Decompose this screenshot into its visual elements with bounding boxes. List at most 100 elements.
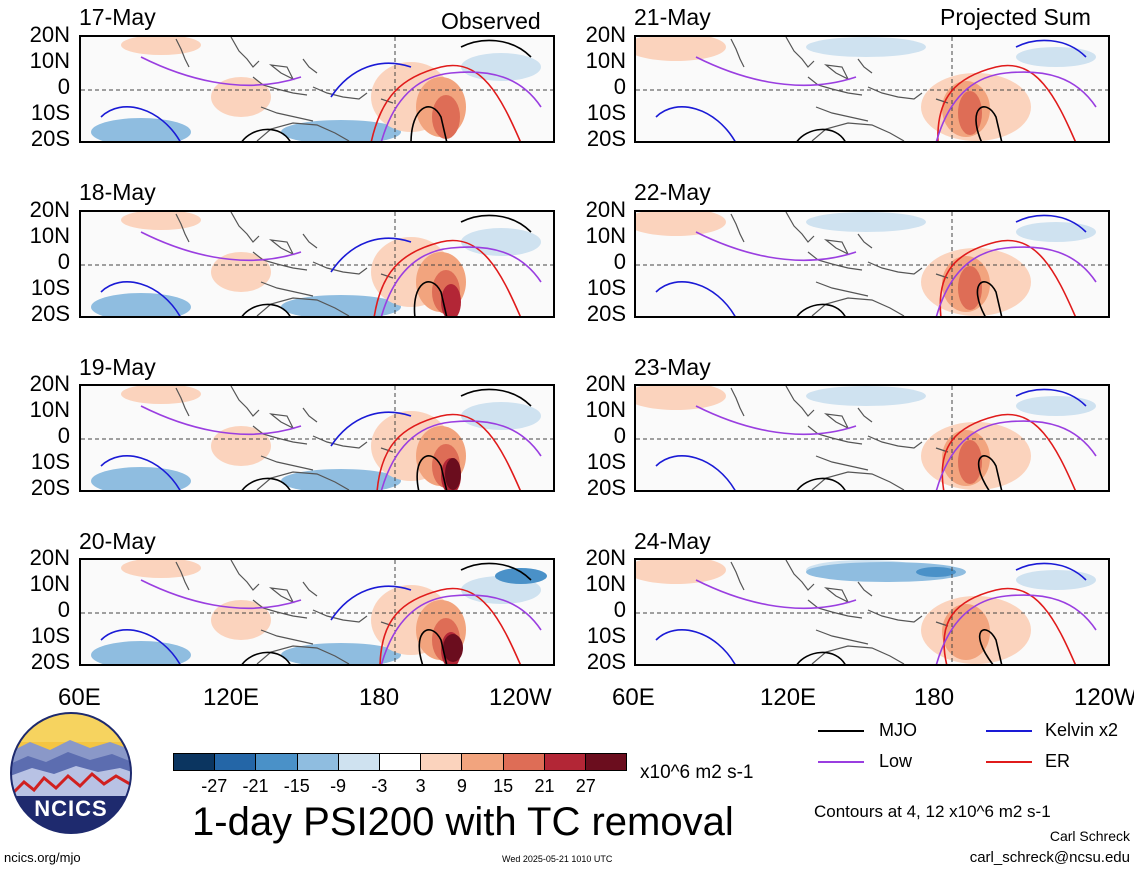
projected-map-panel bbox=[634, 210, 1110, 318]
lat-label: 20S bbox=[30, 301, 70, 326]
lon-label-180-left: 180 bbox=[359, 684, 400, 711]
lat-label: 20N bbox=[585, 197, 626, 222]
lon-label-120e-right: 120E bbox=[760, 684, 817, 711]
legend-kelvin-label: Kelvin x2 bbox=[1045, 720, 1119, 740]
logo-text: NCICS bbox=[34, 796, 108, 821]
ncics-logo: NCICS bbox=[10, 712, 132, 834]
lat-label: 20S bbox=[586, 649, 626, 674]
lon-label-60e-right: 60E bbox=[612, 684, 655, 711]
lat-label: 20S bbox=[30, 475, 70, 500]
legend-kelvin-line bbox=[986, 730, 1032, 732]
colorbar-swatch bbox=[461, 754, 503, 770]
lat-label: 10S bbox=[30, 449, 70, 474]
legend-low-label: Low bbox=[879, 751, 913, 771]
colorbar-tick-label: -15 bbox=[283, 776, 310, 796]
lat-label: 20S bbox=[586, 126, 626, 151]
site-link[interactable]: ncics.org/mjo bbox=[4, 850, 81, 865]
colorbar-swatch bbox=[584, 754, 627, 770]
map-canvas bbox=[81, 560, 553, 664]
projected-map-panel bbox=[634, 384, 1110, 492]
panel-date-right-2: 22-May bbox=[634, 179, 711, 205]
legend-low-line bbox=[818, 761, 864, 763]
panel-date-left-2: 18-May bbox=[79, 179, 156, 205]
projected-map-panel bbox=[634, 558, 1110, 666]
lat-label: 10S bbox=[30, 275, 70, 300]
legend-er-label: ER bbox=[1045, 751, 1071, 771]
map-canvas bbox=[81, 37, 553, 141]
colorbar-tick-label: -9 bbox=[330, 776, 347, 796]
author-name: Carl Schreck bbox=[1049, 828, 1130, 844]
lat-label: 0 bbox=[57, 74, 70, 99]
colorbar-tick-label: 27 bbox=[575, 776, 596, 796]
colorbar-units: x10^6 m2 s-1 bbox=[640, 762, 754, 783]
colorbar-tick-label: 15 bbox=[493, 776, 514, 796]
panel-date-left-4: 20-May bbox=[79, 528, 156, 554]
lat-label: 10S bbox=[586, 623, 626, 648]
observed-map-panel bbox=[79, 384, 555, 492]
colorbar-tick-label: 21 bbox=[534, 776, 555, 796]
lat-label: 0 bbox=[57, 597, 70, 622]
observed-map-panel bbox=[79, 35, 555, 143]
colorbar-swatch bbox=[378, 754, 421, 770]
lat-label: 0 bbox=[613, 249, 626, 274]
colorbar-swatch bbox=[543, 754, 585, 770]
lat-label: 20N bbox=[585, 22, 626, 47]
lat-label: 0 bbox=[57, 249, 70, 274]
legend-mjo-line bbox=[818, 730, 864, 732]
lat-label: 10N bbox=[29, 397, 70, 422]
lon-label-120e-left: 120E bbox=[203, 684, 260, 711]
lat-label: 20N bbox=[585, 545, 626, 570]
panel-date-right-4: 24-May bbox=[634, 528, 711, 554]
lat-label: 20S bbox=[586, 301, 626, 326]
map-canvas bbox=[81, 212, 553, 316]
colorbar-tick-label: -21 bbox=[242, 776, 269, 796]
colorbar-tick-label: -3 bbox=[371, 776, 388, 796]
colorbar-swatch bbox=[255, 754, 297, 770]
lon-label-60e-left: 60E bbox=[58, 684, 101, 711]
lat-label: 20S bbox=[30, 126, 70, 151]
map-canvas bbox=[636, 37, 1108, 141]
panel-date-right-3: 23-May bbox=[634, 354, 711, 380]
lon-label-120w-left: 120W bbox=[489, 684, 552, 711]
lat-label: 10N bbox=[585, 571, 626, 596]
colorbar-tick-label: -27 bbox=[201, 776, 228, 796]
lat-label: 20N bbox=[29, 197, 70, 222]
lat-label: 10S bbox=[30, 100, 70, 125]
colorbar-swatch bbox=[337, 754, 379, 770]
observed-map-panel bbox=[79, 210, 555, 318]
map-canvas bbox=[636, 386, 1108, 490]
lon-label-180-right: 180 bbox=[914, 684, 955, 711]
lat-label: 10N bbox=[585, 397, 626, 422]
colorbar-swatch bbox=[502, 754, 544, 770]
legend-er-line bbox=[986, 761, 1032, 763]
lat-label: 10S bbox=[586, 449, 626, 474]
lat-label: 10N bbox=[585, 223, 626, 248]
lat-label: 10N bbox=[29, 571, 70, 596]
timestamp: Wed 2025-05-21 1010 UTC bbox=[502, 854, 613, 864]
lat-label: 20N bbox=[585, 371, 626, 396]
colorbar-tick-label: 9 bbox=[456, 776, 467, 796]
lat-label: 20N bbox=[29, 545, 70, 570]
legend-mjo-label: MJO bbox=[879, 720, 917, 740]
lat-label: 10S bbox=[30, 623, 70, 648]
lat-label: 10N bbox=[585, 48, 626, 73]
lat-label: 10N bbox=[29, 223, 70, 248]
projected-map-panel bbox=[634, 35, 1110, 143]
panel-date-left-3: 19-May bbox=[79, 354, 156, 380]
colorbar-swatch bbox=[174, 754, 215, 770]
lat-label: 10N bbox=[29, 48, 70, 73]
panel-date-left-1: 17-May bbox=[79, 4, 156, 30]
colorbar-swatch bbox=[296, 754, 338, 770]
contours-note: Contours at 4, 12 x10^6 m2 s-1 bbox=[814, 802, 1051, 821]
colorbar-tick-label: 3 bbox=[415, 776, 426, 796]
map-canvas bbox=[81, 386, 553, 490]
author-email[interactable]: carl_schreck@ncsu.edu bbox=[969, 849, 1130, 866]
lat-label: 0 bbox=[613, 597, 626, 622]
lat-label: 0 bbox=[57, 423, 70, 448]
map-canvas bbox=[636, 212, 1108, 316]
lat-label: 10S bbox=[586, 275, 626, 300]
lat-label: 20S bbox=[30, 649, 70, 674]
lon-label-120w-right: 120W bbox=[1074, 686, 1134, 710]
lat-label: 20N bbox=[29, 371, 70, 396]
map-canvas bbox=[636, 560, 1108, 664]
